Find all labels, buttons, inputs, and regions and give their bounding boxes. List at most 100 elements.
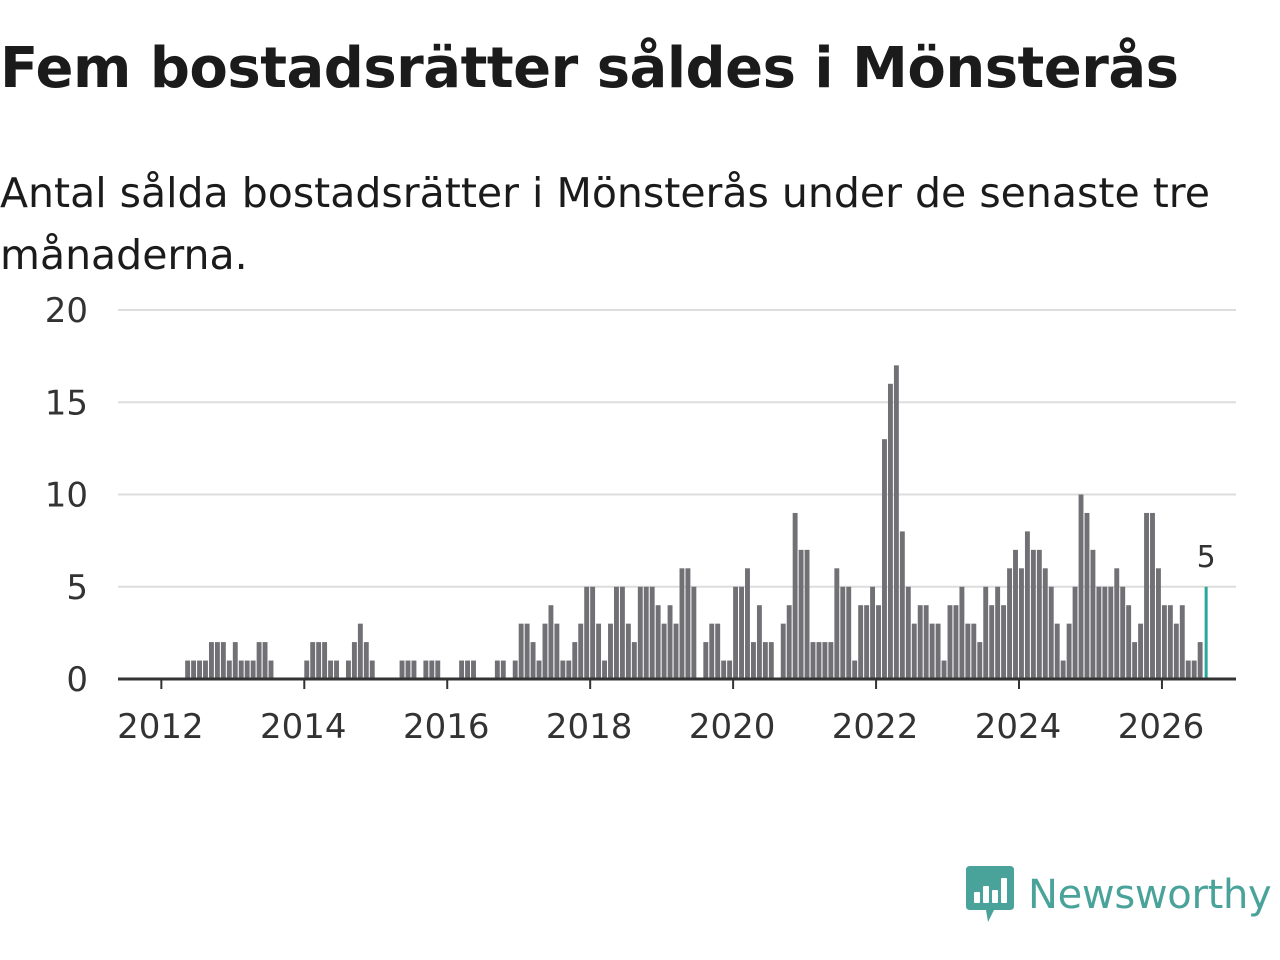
bar [238,660,244,679]
bar [1078,494,1084,679]
bar [244,660,250,679]
bar [494,660,500,679]
bar [625,623,631,679]
bar [715,623,721,679]
bar [941,660,947,679]
bar [876,605,881,679]
bar [191,660,197,679]
bar [882,439,887,679]
bar [1191,660,1197,679]
bar [256,642,262,679]
bar [608,623,613,679]
bar [1030,549,1036,679]
x-tick-label: 2018 [546,707,633,747]
bar [1084,512,1090,679]
bar [584,586,590,679]
x-tick-label: 2016 [403,707,490,747]
bar [703,642,709,679]
bar [1072,586,1078,679]
bar [1156,568,1161,679]
y-axis-ticks: 0 5 10 15 20 [45,291,88,700]
bar [560,660,566,679]
y-tick-label: 5 [66,568,88,608]
bar [1042,568,1048,679]
bar [983,586,989,679]
bar [268,660,274,679]
bar [357,623,363,679]
bar [1007,568,1012,679]
bar [1090,549,1096,679]
bar [518,623,524,679]
bar [512,660,518,679]
bar [1185,660,1191,679]
bar [500,660,506,679]
bar [459,660,465,679]
y-tick-label: 15 [45,383,88,423]
bar [435,660,441,679]
newsworthy-logo[interactable]: Newsworthy [964,864,1272,926]
bar [768,642,774,679]
x-axis: 2012 2014 2016 2018 2020 2022 2024 2026 [117,677,1236,747]
bar [411,660,417,679]
bar [816,642,822,679]
x-tick-label: 2026 [1118,707,1205,747]
bar [840,586,846,679]
chart-title: Fem bostadsrätter såldes i Mönsterås [0,36,1179,101]
bar [810,642,816,679]
bar [887,383,893,679]
bar [911,623,917,679]
x-tick-label: 2024 [975,707,1062,747]
bar [1048,586,1054,679]
bar [226,660,232,679]
bar [798,549,804,679]
bar [345,660,351,679]
bar [250,660,256,679]
bar [524,623,530,679]
bar [1096,586,1102,679]
annotations: 5 [1197,540,1216,575]
bar [471,660,476,679]
highlight-label: 5 [1197,540,1216,575]
x-tick-label: 2014 [260,707,347,747]
bar [989,605,995,679]
bar [1036,549,1042,679]
bar [566,660,572,679]
bar [691,586,697,679]
bar [363,642,369,679]
bar [530,642,536,679]
bar [1144,512,1149,679]
brand-name: Newsworthy [1028,872,1272,918]
bar [1150,512,1155,679]
bar [631,642,637,679]
bar [792,512,798,679]
bar [947,605,953,679]
bar [1120,586,1126,679]
bar [208,642,214,679]
bar [542,623,548,679]
bar [232,642,238,679]
bar [328,660,334,679]
bar [637,586,643,679]
bar [971,623,977,679]
bar [667,605,673,679]
bar [220,642,226,679]
bar [203,660,208,679]
bar [756,605,762,679]
bar [1167,605,1173,679]
bar [1024,531,1030,679]
bar [721,660,727,679]
bar [786,605,792,679]
bar [1161,605,1167,679]
bar [977,642,983,679]
bar [1054,623,1060,679]
bar [804,549,810,679]
bar [852,660,858,679]
bar [185,660,191,679]
bar [322,642,328,679]
bar [1001,605,1007,679]
chart-subtitle: Antal sålda bostadsrätter i Mönsterås un… [0,169,1210,279]
bar [1013,549,1018,679]
bar [572,642,578,679]
bar [727,660,733,679]
bar [905,586,911,679]
